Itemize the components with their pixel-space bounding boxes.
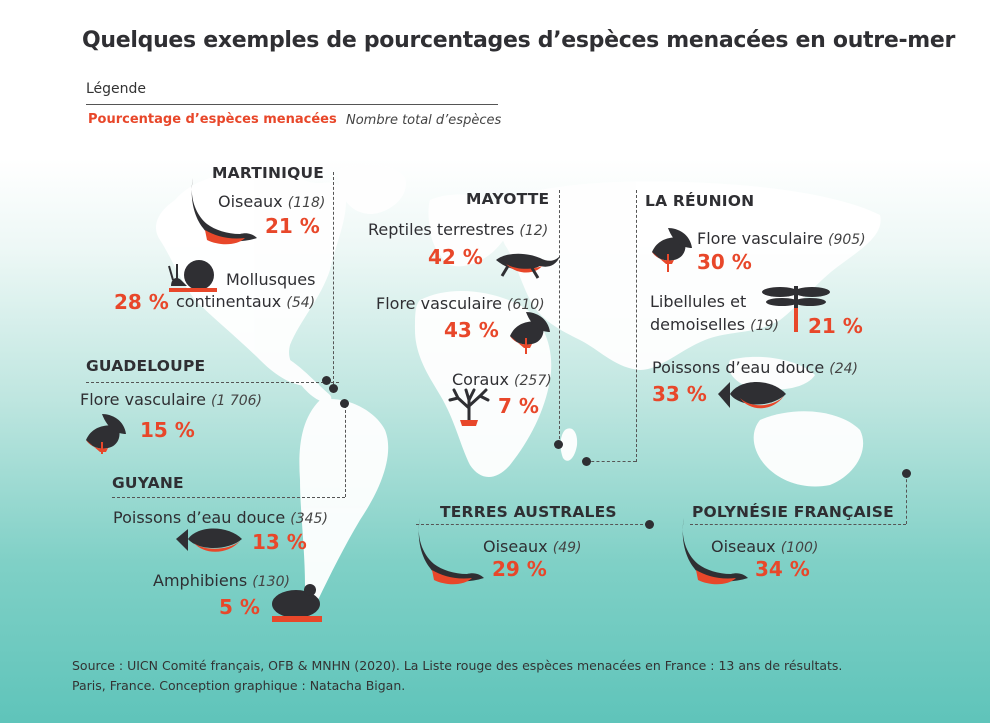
bird-icon xyxy=(418,518,484,585)
dot-martinique xyxy=(322,376,331,385)
legend-heading: Légende xyxy=(86,81,147,97)
region-martinique: MARTINIQUE xyxy=(212,164,325,182)
leader-guyane-h xyxy=(112,497,345,498)
region-terres-australes: TERRES AUSTRALES xyxy=(440,503,617,521)
percentage-value: 43 % xyxy=(444,318,499,342)
bird-icon xyxy=(682,518,748,585)
species-label: demoiselles (19) xyxy=(650,315,779,334)
percentage-value: 5 % xyxy=(219,595,260,619)
europe xyxy=(428,194,512,267)
leaf-icon xyxy=(652,228,692,272)
species-label: Flore vasculaire (1 706) xyxy=(80,390,263,409)
species-label: Reptiles terrestres (12) xyxy=(368,220,549,239)
snail-icon xyxy=(168,260,217,292)
dot-terres-australes xyxy=(645,520,654,529)
species-label: Coraux (257) xyxy=(452,370,552,389)
region-reunion: LA RÉUNION xyxy=(645,192,755,210)
source-line-1: Source : UICN Comité français, OFB & MNH… xyxy=(72,658,843,673)
percentage-value: 33 % xyxy=(652,382,707,406)
leader-martinique xyxy=(333,172,334,384)
lizard-icon xyxy=(496,253,560,279)
greenland xyxy=(338,164,406,214)
source-note: Source : UICN Comité français, OFB & MNH… xyxy=(72,656,932,696)
species-label: Poissons d’eau douce (345) xyxy=(113,508,328,527)
percentage-value: 7 % xyxy=(498,394,539,418)
region-polynesie: POLYNÉSIE FRANÇAISE xyxy=(692,503,894,521)
species-label: Mollusques xyxy=(226,270,316,289)
leaf-icon xyxy=(86,414,126,454)
legend-total-label: Nombre total d’espèces xyxy=(346,113,502,128)
species-label: Flore vasculaire (905) xyxy=(697,229,866,248)
asia xyxy=(497,181,881,370)
dot-guadeloupe xyxy=(329,384,338,393)
leader-guadeloupe xyxy=(86,382,339,383)
region-guyane: GUYANE xyxy=(112,474,184,492)
leader-polynesie-v xyxy=(906,474,907,524)
frog-icon xyxy=(272,584,322,622)
percentage-value: 15 % xyxy=(140,418,195,442)
percentage-value: 42 % xyxy=(428,245,483,269)
leader-terres-australes xyxy=(416,524,648,525)
dragonfly-icon xyxy=(762,286,830,332)
species-label: Amphibiens (130) xyxy=(153,571,290,590)
leaf-icon xyxy=(510,312,550,354)
species-label: Libellules et xyxy=(650,292,747,311)
species-label: Oiseaux (100) xyxy=(711,537,819,556)
page-title: Quelques exemples de pourcentages d’espè… xyxy=(82,28,956,53)
species-label: Oiseaux (49) xyxy=(483,537,582,556)
south-america xyxy=(299,399,389,605)
leader-guyane-v xyxy=(345,405,346,497)
percentage-value: 21 % xyxy=(265,214,320,238)
leader-mayotte xyxy=(559,190,560,444)
legend-percentage-label: Pourcentage d’espèces menacées xyxy=(88,112,337,127)
fish-icon xyxy=(176,528,242,552)
leader-reunion-h xyxy=(586,461,636,462)
percentage-value: 21 % xyxy=(808,314,863,338)
species-label: Oiseaux (118) xyxy=(218,192,326,211)
bird-icon xyxy=(191,178,257,245)
percentage-value: 29 % xyxy=(492,557,547,581)
central-america xyxy=(290,360,332,402)
dot-polynesie xyxy=(902,469,911,478)
coral-icon xyxy=(448,388,490,426)
australia xyxy=(753,411,864,487)
percentage-value: 34 % xyxy=(755,557,810,581)
legend-divider xyxy=(86,104,498,105)
species-label: Flore vasculaire (610) xyxy=(376,294,545,313)
dot-reunion xyxy=(582,457,591,466)
region-mayotte: MAYOTTE xyxy=(466,190,550,208)
species-label: continentaux (54) xyxy=(176,292,316,311)
dot-mayotte xyxy=(554,440,563,449)
species-label: Poissons d’eau douce (24) xyxy=(652,358,859,377)
madagascar xyxy=(560,428,578,461)
leader-reunion-v xyxy=(636,190,637,462)
percentage-value: 13 % xyxy=(252,530,307,554)
percentage-value: 30 % xyxy=(697,250,752,274)
leader-polynesie-h xyxy=(690,524,906,525)
region-guadeloupe: GUADELOUPE xyxy=(86,357,206,375)
percentage-value: 28 % xyxy=(114,290,169,314)
source-line-2: Paris, France. Conception graphique : Na… xyxy=(72,678,406,693)
fish-icon xyxy=(718,382,786,409)
dot-guyane xyxy=(340,399,349,408)
southeast-asia xyxy=(728,356,815,390)
